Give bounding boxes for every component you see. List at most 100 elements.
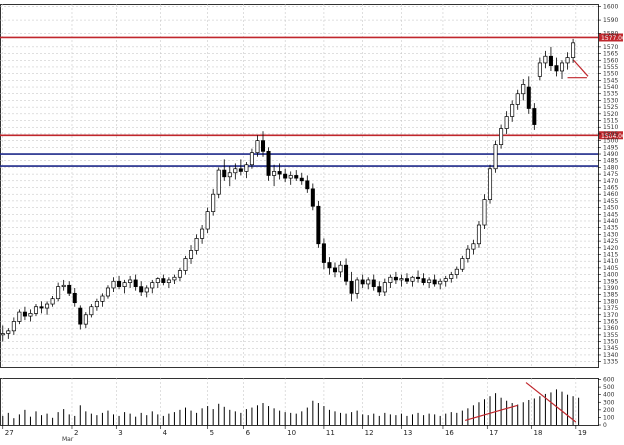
candle-body bbox=[349, 280, 354, 294]
candle-body bbox=[476, 224, 481, 245]
price-tick-label: 1525 bbox=[603, 104, 618, 111]
price-tick-label: 1505 bbox=[603, 131, 618, 138]
candle-body bbox=[22, 311, 27, 317]
candle-body bbox=[510, 104, 515, 117]
candle-body bbox=[421, 278, 426, 283]
candle-body bbox=[488, 168, 493, 200]
candle-body bbox=[338, 264, 343, 273]
price-tick-label: 1450 bbox=[603, 205, 618, 212]
candle-body bbox=[128, 279, 133, 283]
candle-body bbox=[288, 175, 293, 179]
candle-body bbox=[299, 177, 304, 182]
price-tick-label: 1340 bbox=[603, 352, 618, 359]
candle-body bbox=[371, 279, 376, 287]
candle-body bbox=[139, 286, 144, 293]
price-tick-label: 1500 bbox=[603, 138, 618, 145]
price-tick-label: 1490 bbox=[603, 151, 618, 158]
candle-body bbox=[166, 279, 171, 283]
volume-trendline bbox=[464, 404, 518, 422]
candle-body bbox=[499, 128, 504, 145]
price-tick-label: 1355 bbox=[603, 332, 618, 339]
candle-body bbox=[244, 164, 249, 172]
candle-body bbox=[172, 276, 177, 281]
price-tick-label: 1590 bbox=[603, 17, 618, 24]
date-tick-label: 18 bbox=[534, 429, 543, 437]
price-tick-label: 1435 bbox=[603, 225, 618, 232]
candle-body bbox=[216, 169, 221, 195]
date-tick-label: 3 bbox=[118, 429, 122, 437]
volume-tick-label: 500 bbox=[603, 384, 615, 391]
price-tick-label: 1455 bbox=[603, 198, 618, 205]
price-tick-label: 1515 bbox=[603, 118, 618, 125]
date-tick-label: 17 bbox=[489, 429, 498, 437]
price-tick-label: 1410 bbox=[603, 258, 618, 265]
candle-body bbox=[133, 279, 138, 287]
price-tick-label: 1335 bbox=[603, 359, 618, 366]
price-axis: 1600 1590 1580 1570156515601555155015451540… bbox=[598, 4, 618, 366]
candle-body bbox=[233, 168, 238, 174]
candle-body bbox=[89, 306, 94, 316]
candle-body bbox=[266, 150, 271, 176]
candle-body bbox=[410, 276, 415, 282]
candle-body bbox=[465, 248, 470, 259]
price-tick-label: 1425 bbox=[603, 238, 618, 245]
candle-body bbox=[571, 42, 576, 58]
candle-body bbox=[515, 93, 520, 105]
candle-body bbox=[310, 188, 315, 207]
price-tick-label: 1440 bbox=[603, 218, 618, 225]
price-tick-label: 1550 bbox=[603, 71, 618, 78]
candle-body bbox=[321, 243, 326, 263]
price-tag-label: 1504.00 bbox=[601, 133, 624, 140]
candle-body bbox=[332, 267, 338, 273]
candle-body bbox=[100, 295, 105, 302]
candle-body bbox=[105, 287, 110, 297]
candle-body bbox=[11, 321, 16, 332]
candle-body bbox=[200, 228, 205, 239]
candle-body bbox=[537, 62, 542, 77]
candle-body bbox=[144, 287, 149, 293]
candle-body bbox=[366, 279, 371, 285]
candle-body bbox=[155, 278, 160, 283]
price-tick-label: 1345 bbox=[603, 345, 618, 352]
candle-body bbox=[399, 278, 404, 281]
candle-body bbox=[377, 286, 382, 293]
price-tick-label: 1365 bbox=[603, 318, 618, 325]
candle-body bbox=[521, 84, 526, 95]
candle-body bbox=[382, 282, 387, 293]
candles bbox=[0, 38, 576, 342]
candle-body bbox=[189, 250, 194, 259]
price-tick-label: 1470 bbox=[603, 178, 618, 185]
candle-body bbox=[255, 140, 260, 154]
candle-body bbox=[272, 171, 277, 176]
candle-body bbox=[504, 116, 509, 129]
candle-body bbox=[211, 193, 216, 212]
candle-body bbox=[294, 175, 299, 179]
candle-body bbox=[111, 280, 116, 289]
candle-body bbox=[33, 306, 39, 314]
candle-body bbox=[161, 278, 166, 283]
candle-body bbox=[482, 199, 487, 226]
candle-body bbox=[277, 171, 282, 175]
date-axis: 27 2 3 4 5 6 10 11 12 13 16 17 18 19 Mar bbox=[2, 425, 587, 443]
date-tick-label: 27 bbox=[5, 429, 14, 437]
price-tick-label: 1380 bbox=[603, 298, 618, 305]
candle-body bbox=[67, 284, 72, 294]
candle-body bbox=[6, 330, 11, 334]
candle-body bbox=[238, 168, 243, 172]
candle-body bbox=[17, 311, 22, 322]
price-tick-label: 1565 bbox=[603, 51, 618, 58]
candle-body bbox=[543, 55, 548, 64]
price-tick-label: 1540 bbox=[603, 84, 618, 91]
price-tick-label: 1480 bbox=[603, 164, 618, 171]
price-tick-label: 1485 bbox=[603, 158, 618, 165]
candle-body bbox=[416, 276, 421, 279]
price-tick-label: 1520 bbox=[603, 111, 618, 118]
candle-body bbox=[449, 274, 454, 279]
price-tick-label: 1430 bbox=[603, 231, 618, 238]
candle-body bbox=[39, 306, 44, 309]
date-tick-label: 12 bbox=[365, 429, 374, 437]
price-tick-label: 1395 bbox=[603, 278, 618, 285]
volume-tick-label: 400 bbox=[603, 392, 615, 399]
volume-panel-frame bbox=[0, 378, 599, 426]
